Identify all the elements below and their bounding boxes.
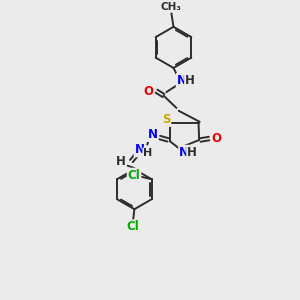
Text: O: O bbox=[211, 132, 221, 145]
Text: N: N bbox=[179, 146, 189, 159]
Text: H: H bbox=[116, 155, 125, 168]
Text: H: H bbox=[143, 148, 152, 158]
Text: S: S bbox=[162, 113, 170, 126]
Text: N: N bbox=[135, 143, 145, 156]
Text: CH₃: CH₃ bbox=[161, 2, 182, 12]
Text: Cl: Cl bbox=[127, 220, 139, 233]
Text: N: N bbox=[177, 74, 187, 87]
Text: H: H bbox=[187, 146, 197, 159]
Text: O: O bbox=[144, 85, 154, 98]
Text: N: N bbox=[148, 128, 158, 141]
Text: H: H bbox=[185, 74, 195, 87]
Text: Cl: Cl bbox=[128, 169, 140, 182]
